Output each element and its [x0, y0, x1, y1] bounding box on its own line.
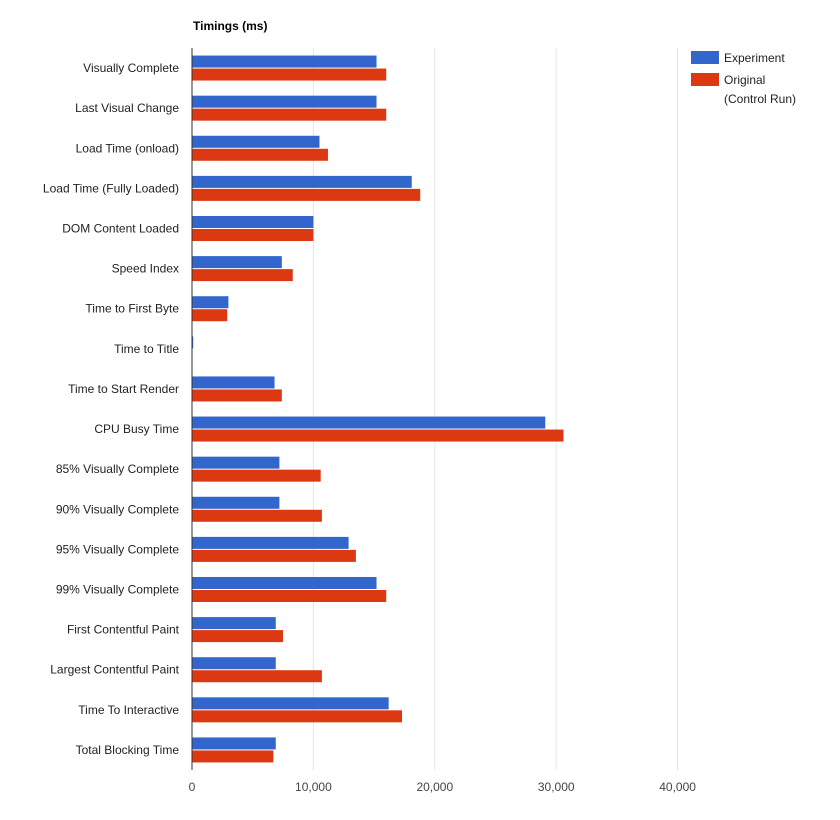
category-label: Time to First Byte	[85, 302, 179, 316]
chart-title: Timings (ms)	[193, 19, 267, 33]
category-label: Load Time (Fully Loaded)	[43, 181, 179, 195]
bar-experiment[interactable]	[192, 296, 229, 309]
bar-experiment[interactable]	[192, 456, 280, 469]
legend: Experiment Original (Control Run)	[691, 51, 796, 106]
bar-experiment[interactable]	[192, 737, 276, 750]
bar-original[interactable]	[192, 188, 421, 201]
category-label: Visually Complete	[83, 61, 179, 75]
bar-experiment[interactable]	[192, 256, 282, 269]
bar-original[interactable]	[192, 509, 322, 522]
bars	[192, 55, 564, 763]
bar-original[interactable]	[192, 148, 328, 161]
bar-original[interactable]	[192, 68, 387, 81]
bar-original[interactable]	[192, 630, 284, 643]
bar-experiment[interactable]	[192, 216, 314, 228]
gridlines	[312, 48, 679, 770]
bar-experiment[interactable]	[192, 536, 349, 549]
category-label: Time to Title	[114, 342, 179, 356]
bar-original[interactable]	[192, 549, 356, 562]
bar-experiment[interactable]	[192, 55, 377, 68]
bar-original[interactable]	[192, 389, 282, 402]
category-label: CPU Busy Time	[94, 422, 179, 436]
category-label: 90% Visually Complete	[56, 502, 180, 516]
category-label: Speed Index	[112, 262, 179, 276]
bar-original[interactable]	[192, 269, 293, 282]
category-label: First Contentful Paint	[67, 623, 180, 637]
bar-original[interactable]	[192, 469, 321, 482]
category-label: Largest Contentful Paint	[50, 663, 179, 677]
legend-swatch	[691, 51, 719, 64]
bar-original[interactable]	[192, 750, 274, 763]
x-tick-label: 20,000	[416, 780, 453, 794]
bar-experiment[interactable]	[192, 95, 377, 108]
bar-experiment[interactable]	[192, 496, 280, 509]
category-label: Time To Interactive	[78, 703, 179, 717]
bar-experiment[interactable]	[192, 577, 377, 589]
bar-original[interactable]	[192, 229, 314, 241]
category-labels: Visually Complete Last Visual Change Load …	[43, 61, 180, 757]
bar-experiment[interactable]	[192, 336, 194, 349]
bar-experiment[interactable]	[192, 135, 320, 148]
legend-swatch	[691, 73, 719, 86]
category-label: DOM Content Loaded	[62, 222, 179, 236]
x-tick-label: 0	[189, 780, 196, 794]
bar-experiment[interactable]	[192, 416, 546, 429]
bar-experiment[interactable]	[192, 617, 276, 630]
category-label: 95% Visually Complete	[56, 542, 180, 556]
bar-original[interactable]	[192, 670, 322, 683]
category-label: Load Time (onload)	[76, 141, 179, 155]
legend-label: Experiment	[724, 51, 785, 65]
x-tick-label: 40,000	[659, 780, 696, 794]
category-label: Last Visual Change	[75, 101, 179, 115]
bar-original[interactable]	[192, 309, 228, 322]
x-tick-label: 10,000	[295, 780, 332, 794]
category-label: 99% Visually Complete	[56, 583, 180, 597]
x-axis-tick-labels: 0 10,000 20,000 30,000 40,000	[189, 780, 697, 794]
bar-original[interactable]	[192, 108, 387, 121]
category-label: Total Blocking Time	[76, 743, 180, 757]
legend-label: Original (Control Run)	[724, 73, 796, 106]
bar-original[interactable]	[192, 710, 403, 723]
bar-original[interactable]	[192, 429, 564, 442]
bar-experiment[interactable]	[192, 376, 275, 389]
bar-original[interactable]	[192, 590, 387, 602]
category-label: Time to Start Render	[68, 382, 179, 396]
bar-experiment[interactable]	[192, 657, 276, 670]
x-tick-label: 30,000	[538, 780, 575, 794]
category-label: 85% Visually Complete	[56, 462, 180, 476]
bar-experiment[interactable]	[192, 175, 412, 188]
bar-experiment[interactable]	[192, 697, 389, 710]
